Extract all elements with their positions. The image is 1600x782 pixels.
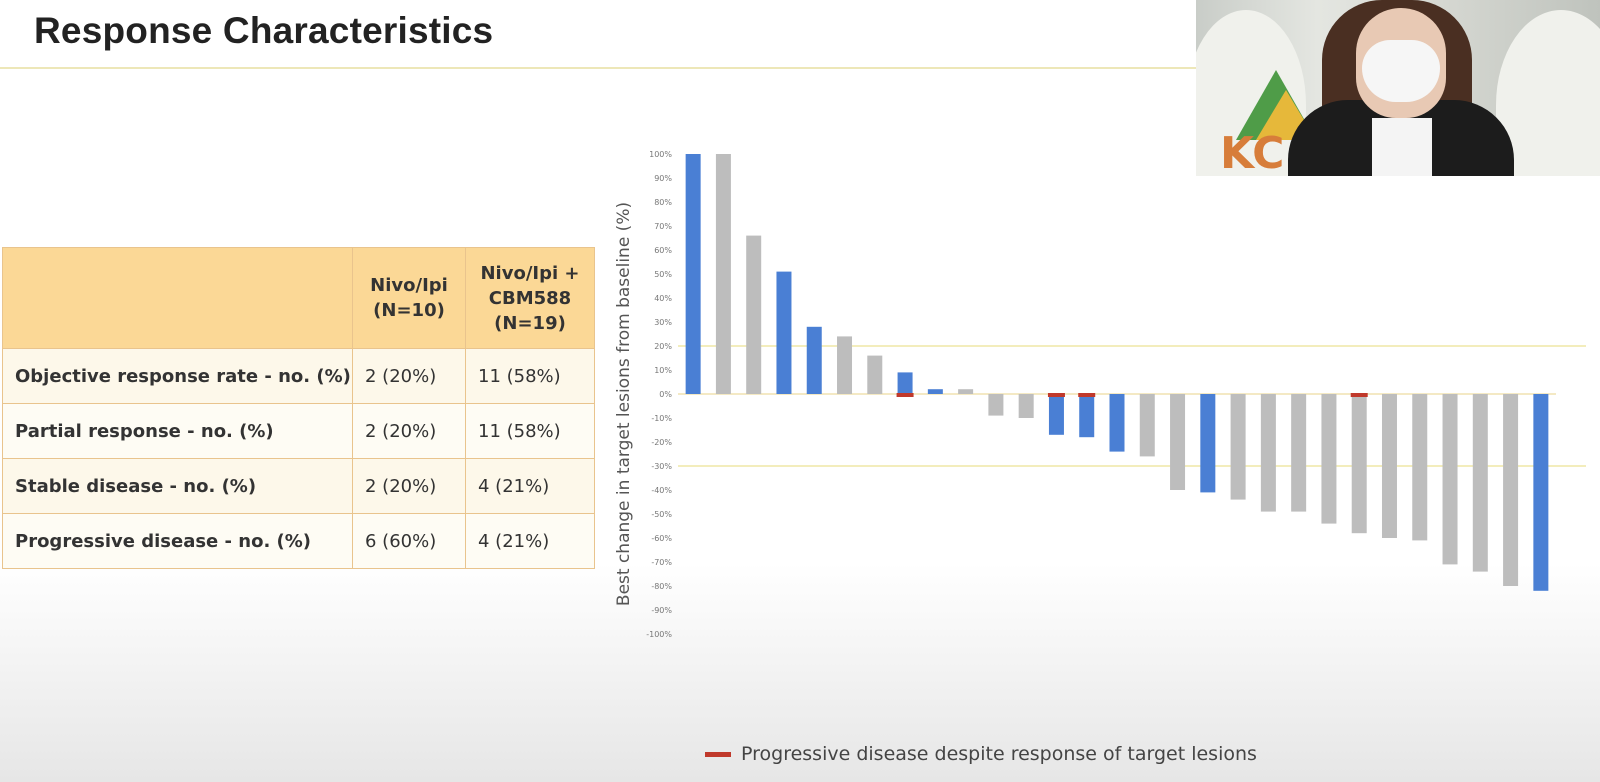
bar: [1230, 394, 1246, 500]
y-tick-label: -60%: [651, 534, 672, 543]
y-tick-label: 70%: [654, 222, 672, 231]
progressive-marker: [1047, 393, 1065, 397]
bar: [837, 336, 853, 394]
y-axis-label: Best change in target lesions from basel…: [614, 202, 634, 606]
progressive-marker: [1350, 393, 1368, 397]
slide-title: Response Characteristics: [34, 10, 494, 51]
cell-combo: 11 (58%): [465, 403, 595, 459]
bar: [958, 389, 974, 394]
y-tick-label: -70%: [651, 558, 672, 567]
cell-nivo-ipi: 6 (60%): [352, 513, 466, 569]
bar: [1503, 394, 1519, 586]
bar: [715, 154, 731, 394]
logo-text: KC: [1220, 128, 1285, 176]
y-tick-label: 20%: [654, 342, 672, 351]
cell-combo: 4 (21%): [465, 458, 595, 514]
y-tick-label: -100%: [646, 630, 672, 639]
legend-label: Progressive disease despite response of …: [741, 743, 1257, 765]
bar: [1170, 394, 1186, 490]
y-tick-label: -80%: [651, 582, 672, 591]
chart-legend: Progressive disease despite response of …: [705, 743, 1257, 765]
bar: [1260, 394, 1276, 512]
bar: [685, 154, 701, 394]
header-line: Nivo/Ipi +: [480, 262, 580, 284]
progressive-marker: [1078, 393, 1096, 397]
y-tick-label: -40%: [651, 486, 672, 495]
bar: [1109, 394, 1125, 452]
y-tick-label: 40%: [654, 294, 672, 303]
bar: [1412, 394, 1428, 541]
y-tick-label: 80%: [654, 198, 672, 207]
header-line: CBM588: [488, 287, 572, 309]
table-row: Objective response rate - no. (%) 2 (20%…: [2, 348, 595, 404]
y-tick-label: 10%: [654, 366, 672, 375]
row-label: Progressive disease - no. (%): [2, 513, 353, 569]
bar: [1321, 394, 1337, 524]
bar: [806, 326, 822, 394]
legend-swatch-progressive: [705, 751, 731, 757]
header-line: (N=19): [494, 312, 566, 334]
bar: [1291, 394, 1307, 512]
y-tick-label: -90%: [651, 606, 672, 615]
bar: [776, 271, 792, 394]
waterfall-chart-svg: Best change in target lesions from basel…: [614, 150, 1586, 639]
bar: [1048, 394, 1064, 435]
y-tick-label: 90%: [654, 174, 672, 183]
bar: [1533, 394, 1549, 591]
cell-nivo-ipi: 2 (20%): [352, 348, 466, 404]
table-header-nivo-ipi: Nivo/Ipi (N=10): [352, 247, 466, 349]
bar: [927, 389, 943, 394]
y-tick-label: 100%: [649, 150, 672, 159]
bar: [1472, 394, 1488, 572]
y-tick-label: 30%: [654, 318, 672, 327]
row-label: Stable disease - no. (%): [2, 458, 353, 514]
waterfall-chart: Best change in target lesions from basel…: [612, 140, 1600, 700]
cell-nivo-ipi: 2 (20%): [352, 458, 466, 514]
table-row: Progressive disease - no. (%) 6 (60%) 4 …: [2, 513, 595, 569]
bar: [988, 394, 1004, 416]
presenter-mask: [1362, 40, 1440, 102]
table-header-row: Nivo/Ipi (N=10) Nivo/Ipi + CBM588 (N=19): [2, 247, 595, 349]
y-tick-label: 60%: [654, 246, 672, 255]
row-label: Objective response rate - no. (%): [2, 348, 353, 404]
header-line: Nivo/Ipi: [370, 275, 448, 296]
table-row: Partial response - no. (%) 2 (20%) 11 (5…: [2, 403, 595, 459]
y-tick-label: -10%: [651, 414, 672, 423]
bar: [1079, 394, 1095, 438]
bar: [746, 235, 762, 394]
table-row: Stable disease - no. (%) 2 (20%) 4 (21%): [2, 458, 595, 514]
bar: [1442, 394, 1458, 565]
y-tick-label: -50%: [651, 510, 672, 519]
webcam-feed: KC: [1196, 0, 1600, 176]
bar: [867, 355, 883, 394]
bar: [1351, 394, 1367, 534]
cell-nivo-ipi: 2 (20%): [352, 403, 466, 459]
table-header-empty: [2, 247, 353, 349]
bar: [897, 372, 913, 394]
y-tick-label: 50%: [654, 270, 672, 279]
bar: [1139, 394, 1155, 457]
presenter-shirt: [1372, 118, 1432, 176]
header-line: (N=10): [373, 300, 445, 321]
row-label: Partial response - no. (%): [2, 403, 353, 459]
bar: [1381, 394, 1397, 538]
progressive-marker: [896, 393, 914, 397]
cell-combo: 11 (58%): [465, 348, 595, 404]
table-header-nivo-ipi-cbm588: Nivo/Ipi + CBM588 (N=19): [465, 247, 595, 349]
response-table: Nivo/Ipi (N=10) Nivo/Ipi + CBM588 (N=19) Ob…: [2, 247, 595, 569]
bar: [1018, 394, 1034, 418]
bar: [1200, 394, 1216, 493]
y-tick-label: -20%: [651, 438, 672, 447]
cell-combo: 4 (21%): [465, 513, 595, 569]
y-tick-label: -30%: [651, 462, 672, 471]
title-divider: [0, 67, 1196, 69]
y-tick-label: 0%: [659, 390, 672, 399]
